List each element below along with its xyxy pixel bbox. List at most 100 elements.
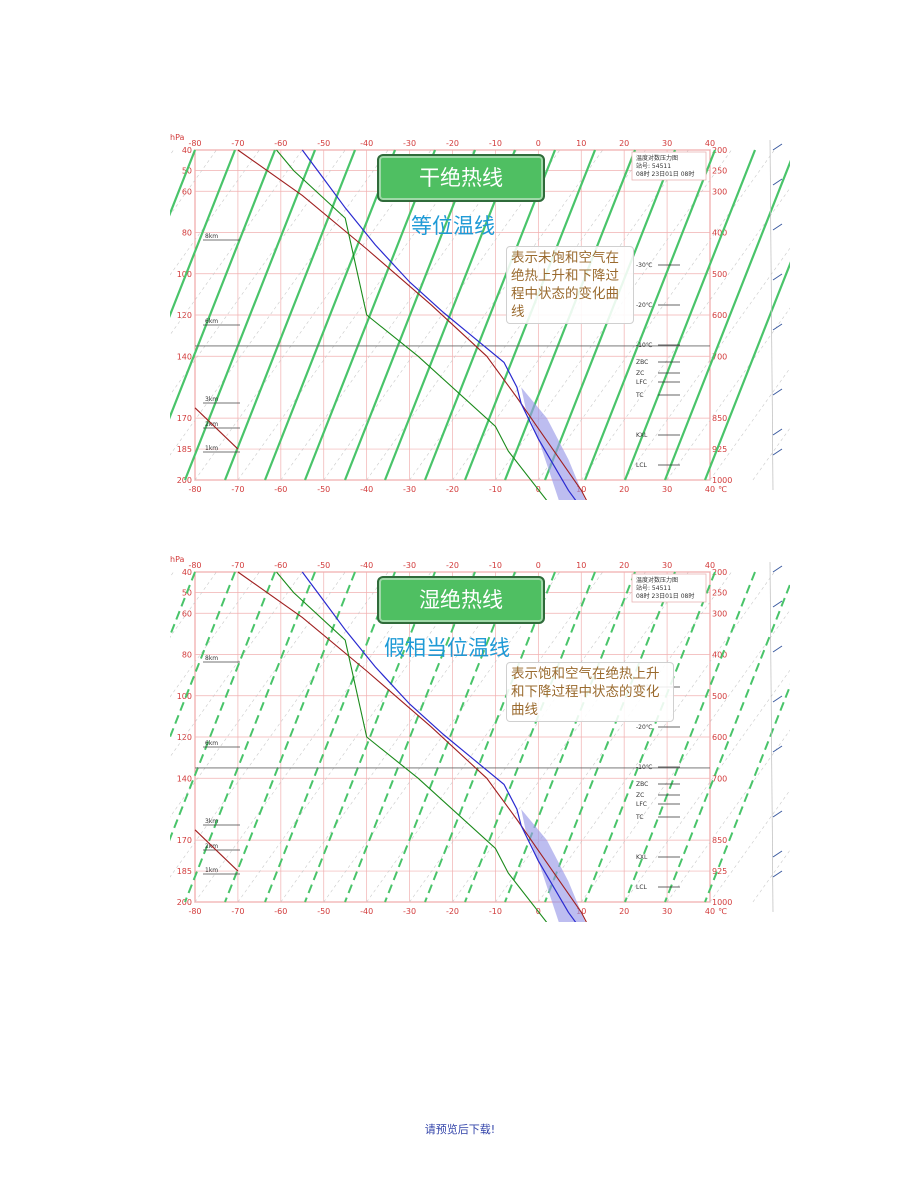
x-tick-label-top: 20 <box>619 139 629 148</box>
wind-barb-icon <box>772 178 783 186</box>
isotherm-line <box>323 149 561 481</box>
isotherm-line <box>194 571 432 903</box>
x-tick-label-bottom: -30 <box>403 485 416 494</box>
right-y-tick-label: 1000 <box>712 898 732 907</box>
x-tick-label-bottom: -20 <box>446 485 459 494</box>
x-tick-label-top: -30 <box>403 561 416 570</box>
chart-title-box: 湿绝热线 <box>377 576 545 624</box>
x-tick-label-top: -20 <box>446 561 459 570</box>
wind-column-line <box>769 139 774 491</box>
right-y-tick-label: 200 <box>712 568 727 577</box>
x-tick-label-top: -80 <box>188 139 201 148</box>
legend-box <box>631 151 707 181</box>
height-mark-label: 6km <box>205 740 218 747</box>
isotherm-line <box>323 571 561 903</box>
left-y-tick-label: 170 <box>177 836 192 845</box>
height-mark-label: 1km <box>205 445 218 452</box>
left-y-tick-label: 40 <box>182 568 192 577</box>
x-tick-label-top: -20 <box>446 139 459 148</box>
x-tick-label-top: 10 <box>576 139 586 148</box>
level-marker-label: KXL <box>636 854 648 861</box>
left-y-tick-label: 40 <box>182 146 192 155</box>
isotherm-line <box>170 571 303 758</box>
isotherm-line <box>538 571 775 903</box>
right-y-tick-label: 400 <box>712 651 727 660</box>
isotherm-line <box>170 571 389 878</box>
left-y-tick-label: 100 <box>177 692 192 701</box>
level-marker-label: KXL <box>636 432 648 439</box>
x-tick-label-top: 40 <box>705 561 715 570</box>
wind-barb-icon <box>772 323 783 331</box>
isotherm-line <box>452 149 689 481</box>
x-tick-label-bottom: -10 <box>489 907 502 916</box>
isotherm-line <box>409 571 646 903</box>
x-tick-label-top: -50 <box>317 561 330 570</box>
right-y-tick-label: 850 <box>712 836 727 845</box>
dry-adiabat-figure: -80 -80 -70 -70 -60 -60 -50 -50 -40 -40 -30 -30 -20 -… <box>170 130 790 500</box>
adiabat-line <box>544 571 676 903</box>
dewpoint-profile-line <box>276 571 548 922</box>
adiabat-line <box>464 571 596 903</box>
left-y-tick-label: 100 <box>177 270 192 279</box>
left-y-tick-label: 80 <box>182 229 192 238</box>
wind-barb-icon <box>772 565 783 573</box>
height-mark-label: 8km <box>205 233 218 240</box>
isotherm-line <box>170 149 346 396</box>
isotherm-line <box>170 571 346 818</box>
adiabat-line <box>170 571 236 740</box>
x-tick-label-top: -70 <box>231 139 244 148</box>
x-tick-label-bottom: 30 <box>662 907 672 916</box>
x-tick-label-top: -40 <box>360 139 373 148</box>
x-tick-label-bottom: -50 <box>317 907 330 916</box>
right-y-tick-label: 400 <box>712 229 727 238</box>
wind-barb-icon <box>772 428 783 436</box>
adiabat-line <box>584 571 716 903</box>
level-marker-label: LFC <box>636 801 647 808</box>
adiabat-line <box>583 149 717 481</box>
right-y-tick-label: 250 <box>712 589 727 598</box>
temperature-profile-line <box>301 571 577 922</box>
right-y-tick-label: 925 <box>712 445 727 454</box>
x-tick-label-top: -70 <box>231 561 244 570</box>
dewpoint-profile-line <box>276 149 548 500</box>
isotherm-line <box>237 571 475 903</box>
legend-text: 08时 23日01日 08时 <box>636 170 694 178</box>
height-mark-label: 6km <box>205 318 218 325</box>
wind-barb-icon <box>772 870 783 878</box>
adiabat-line <box>304 571 436 903</box>
right-y-tick-label: 300 <box>712 609 727 618</box>
level-marker-label: LFC <box>636 379 647 386</box>
x-tick-label-top: -30 <box>403 139 416 148</box>
wind-barb-icon <box>772 850 783 858</box>
level-marker-label: -10℃ <box>636 342 653 349</box>
left-y-tick-label: 120 <box>177 733 192 742</box>
adiabat-line <box>184 571 316 903</box>
legend-text: 温度对数压力图 <box>636 154 678 162</box>
isotherm-line <box>170 571 260 698</box>
y-unit-label: hPa <box>170 555 185 564</box>
x-tick-label-bottom: -10 <box>489 485 502 494</box>
right-y-tick-label: 200 <box>712 146 727 155</box>
adiabat-line <box>223 149 357 481</box>
left-y-tick-label: 140 <box>177 352 192 361</box>
adiabat-line <box>504 571 636 903</box>
chart-subtitle: 假相当位温线 <box>384 636 510 660</box>
x-tick-label-top: 0 <box>536 139 541 148</box>
isotherm-line <box>194 149 432 481</box>
cape-area <box>521 387 586 500</box>
adiabat-line <box>170 149 277 420</box>
annotation-box: 表示饱和空气在绝热上升和下降过程中状态的变化曲线 <box>506 662 674 722</box>
page-footer: 请预览后下载! <box>424 1123 496 1136</box>
x-tick-label-bottom: -60 <box>274 907 287 916</box>
parcel-path-line <box>237 149 587 500</box>
adiabat-line <box>264 571 396 903</box>
adiabat-line <box>343 149 477 481</box>
right-y-tick-label: 250 <box>712 167 727 176</box>
level-marker-label: ZC <box>636 370 644 377</box>
isotherm-line <box>709 367 790 481</box>
isotherm-line <box>666 729 790 903</box>
isotherm-line <box>581 187 790 481</box>
cape-area <box>521 809 586 922</box>
temperature-profile-line <box>301 149 577 500</box>
wind-barb-icon <box>772 695 783 703</box>
